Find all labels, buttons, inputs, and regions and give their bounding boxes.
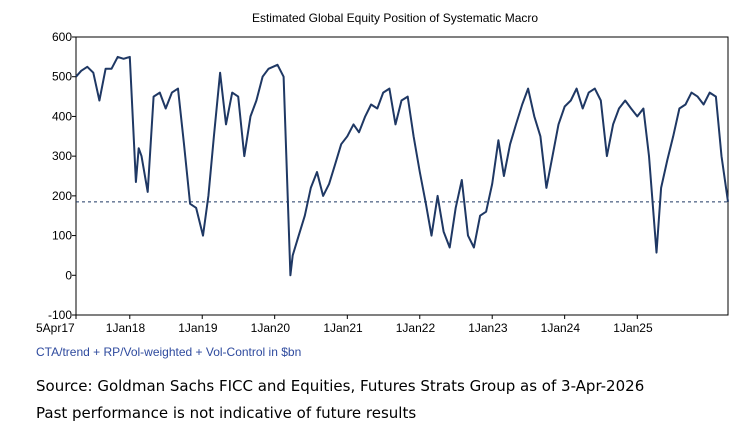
y-tick-label: 500: [52, 70, 72, 84]
plot-frame: [75, 36, 729, 316]
source-note: Source: Goldman Sachs FICC and Equities,…: [36, 377, 644, 395]
y-tick-label: 100: [52, 229, 72, 243]
y-tick-label: 400: [52, 109, 72, 123]
y-tick-label: -100: [48, 308, 72, 322]
chart-subtitle: CTA/trend + RP/Vol-weighted + Vol-Contro…: [36, 345, 301, 359]
disclaimer-note: Past performance is not indicative of fu…: [36, 404, 416, 422]
data-line: [75, 55, 729, 277]
x-tick-label: 5Apr17: [36, 321, 75, 335]
x-tick-label: 1Jan24: [541, 321, 581, 335]
x-tick-label: 1Jan20: [251, 321, 291, 335]
y-tick-label: 600: [52, 30, 72, 44]
chart-title: Estimated Global Equity Position of Syst…: [252, 11, 538, 25]
y-tick-label: 300: [52, 149, 72, 163]
x-tick-label: 1Jan25: [613, 321, 653, 335]
x-tick-label: 1Jan19: [178, 321, 218, 335]
y-tick-label: 0: [65, 268, 72, 282]
x-tick-label: 1Jan21: [323, 321, 363, 335]
y-tick-label: 200: [52, 189, 72, 203]
x-tick-label: 1Jan22: [396, 321, 436, 335]
x-tick-label: 1Jan23: [468, 321, 508, 335]
x-tick-label: 1Jan18: [106, 321, 146, 335]
